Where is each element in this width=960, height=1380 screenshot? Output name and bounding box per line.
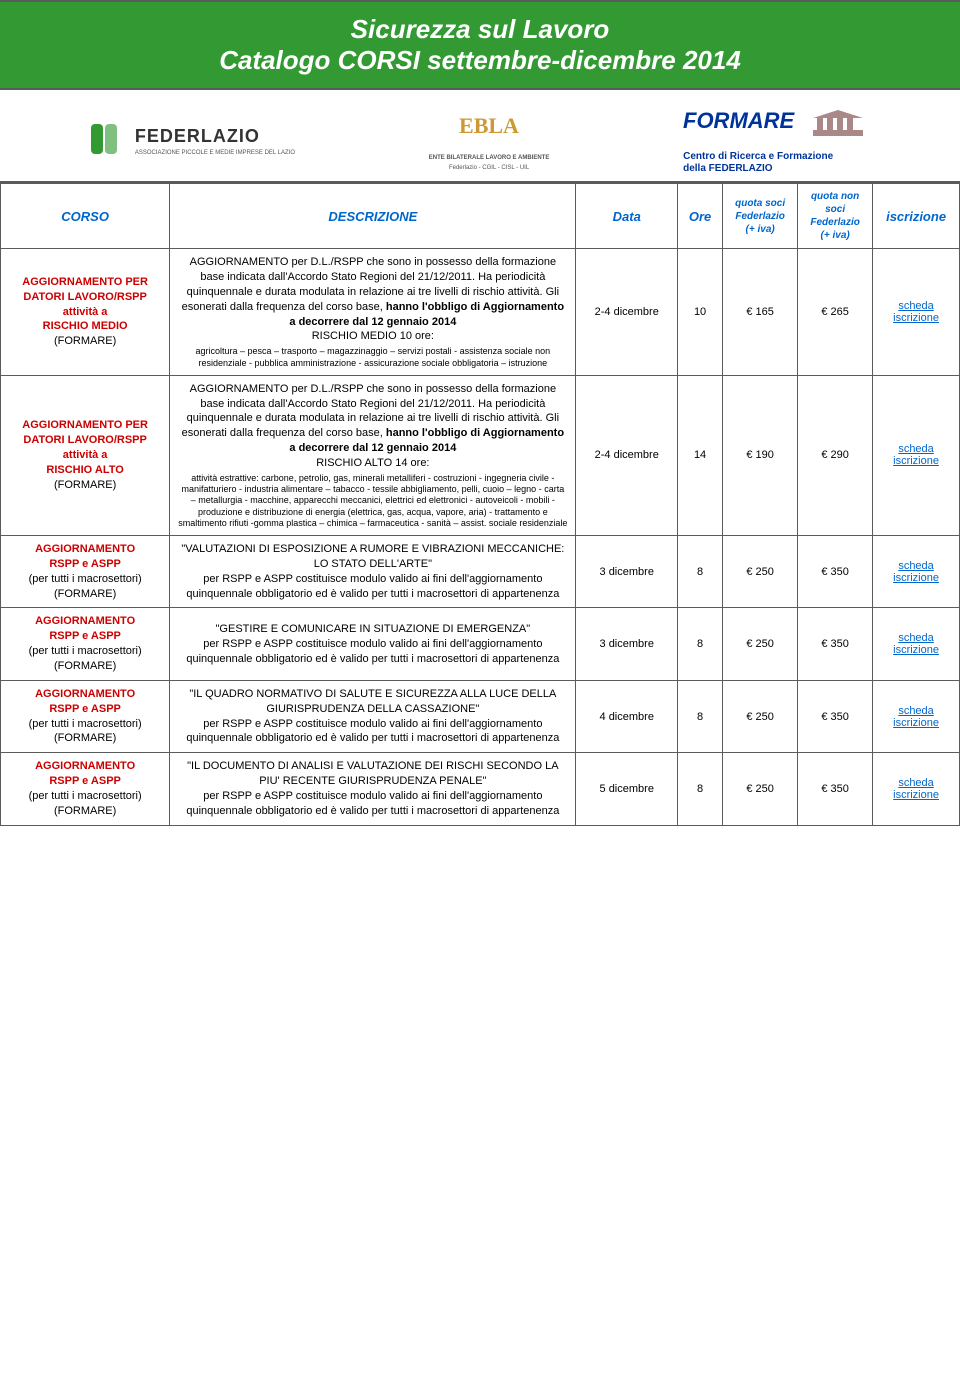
cell-quota-nonsoci: € 350: [798, 753, 873, 825]
table-row: AGGIORNAMENTORSPP e ASPP(per tutti i mac…: [1, 536, 960, 608]
logo-federlazio-text: FEDERLAZIO ASSOCIAZIONE PICCOLE E MEDIE …: [135, 126, 295, 158]
cell-data: 2-4 dicembre: [576, 375, 678, 535]
cell-ore: 8: [678, 680, 723, 752]
col-quota-soci: quota sociFederlazio(+ iva): [723, 184, 798, 249]
cell-ore: 10: [678, 249, 723, 376]
cell-quota-nonsoci: € 350: [798, 536, 873, 608]
cell-descrizione: "IL DOCUMENTO DI ANALISI E VALUTAZIONE D…: [170, 753, 576, 825]
cell-data: 5 dicembre: [576, 753, 678, 825]
table-row: AGGIORNAMENTO PERDATORI LAVORO/RSPPattiv…: [1, 375, 960, 535]
table-row: AGGIORNAMENTORSPP e ASPP(per tutti i mac…: [1, 608, 960, 680]
logo-bar: FEDERLAZIO ASSOCIAZIONE PICCOLE E MEDIE …: [0, 90, 960, 183]
cell-descrizione: "GESTIRE E COMUNICARE IN SITUAZIONE DI E…: [170, 608, 576, 680]
cell-ore: 8: [678, 753, 723, 825]
table-row: AGGIORNAMENTO PERDATORI LAVORO/RSPPattiv…: [1, 249, 960, 376]
cell-quota-soci: € 250: [723, 608, 798, 680]
cell-quota-soci: € 190: [723, 375, 798, 535]
col-quota-nonsoci: quota nonsociFederlazio(+ iva): [798, 184, 873, 249]
cell-quota-nonsoci: € 290: [798, 375, 873, 535]
cell-quota-nonsoci: € 265: [798, 249, 873, 376]
cell-quota-soci: € 165: [723, 249, 798, 376]
col-corso: CORSO: [1, 184, 170, 249]
course-table: CORSO DESCRIZIONE Data Ore quota sociFed…: [0, 183, 960, 825]
cell-corso: AGGIORNAMENTORSPP e ASPP(per tutti i mac…: [1, 608, 170, 680]
cell-data: 3 dicembre: [576, 608, 678, 680]
cell-corso: AGGIORNAMENTORSPP e ASPP(per tutti i mac…: [1, 680, 170, 752]
cell-quota-nonsoci: € 350: [798, 680, 873, 752]
svg-text:EBLA: EBLA: [459, 113, 519, 138]
cell-quota-soci: € 250: [723, 753, 798, 825]
cell-iscrizione: schedaiscrizione: [873, 753, 960, 825]
col-descrizione: DESCRIZIONE: [170, 184, 576, 249]
cell-descrizione: AGGIORNAMENTO per D.L./RSPP che sono in …: [170, 375, 576, 535]
table-row: AGGIORNAMENTORSPP e ASPP(per tutti i mac…: [1, 753, 960, 825]
header-subtitle: Catalogo CORSI settembre-dicembre 2014: [20, 45, 940, 76]
cell-ore: 8: [678, 608, 723, 680]
cell-ore: 8: [678, 536, 723, 608]
cell-data: 2-4 dicembre: [576, 249, 678, 376]
col-ore: Ore: [678, 184, 723, 249]
cell-iscrizione: schedaiscrizione: [873, 608, 960, 680]
cell-ore: 14: [678, 375, 723, 535]
cell-corso: AGGIORNAMENTO PERDATORI LAVORO/RSPPattiv…: [1, 375, 170, 535]
header-title: Sicurezza sul Lavoro: [20, 14, 940, 45]
iscrizione-link[interactable]: schedaiscrizione: [893, 632, 939, 656]
table-body: AGGIORNAMENTO PERDATORI LAVORO/RSPPattiv…: [1, 249, 960, 825]
federlazio-icon: [87, 118, 129, 165]
cell-iscrizione: schedaiscrizione: [873, 249, 960, 376]
cell-quota-nonsoci: € 350: [798, 608, 873, 680]
logo-ebla: EBLA ENTE BILATERALE LAVORO E AMBIENTE F…: [429, 111, 550, 172]
cell-iscrizione: schedaiscrizione: [873, 680, 960, 752]
iscrizione-link[interactable]: schedaiscrizione: [893, 560, 939, 584]
col-data: Data: [576, 184, 678, 249]
page-header: Sicurezza sul Lavoro Catalogo CORSI sett…: [0, 0, 960, 90]
cell-data: 3 dicembre: [576, 536, 678, 608]
formare-icon: FORMARE: [683, 108, 873, 145]
col-iscrizione: iscrizione: [873, 184, 960, 249]
cell-iscrizione: schedaiscrizione: [873, 536, 960, 608]
logo-ebla-text: ENTE BILATERALE LAVORO E AMBIENTE Federl…: [429, 152, 550, 172]
logo-federlazio: FEDERLAZIO ASSOCIAZIONE PICCOLE E MEDIE …: [87, 118, 295, 165]
cell-quota-soci: € 250: [723, 680, 798, 752]
table-header: CORSO DESCRIZIONE Data Ore quota sociFed…: [1, 184, 960, 249]
cell-descrizione: "IL QUADRO NORMATIVO DI SALUTE E SICUREZ…: [170, 680, 576, 752]
cell-data: 4 dicembre: [576, 680, 678, 752]
table-row: AGGIORNAMENTORSPP e ASPP(per tutti i mac…: [1, 680, 960, 752]
iscrizione-link[interactable]: schedaiscrizione: [893, 777, 939, 801]
cell-corso: AGGIORNAMENTORSPP e ASPP(per tutti i mac…: [1, 753, 170, 825]
cell-descrizione: "VALUTAZIONI DI ESPOSIZIONE A RUMORE E V…: [170, 536, 576, 608]
iscrizione-link[interactable]: schedaiscrizione: [893, 300, 939, 324]
iscrizione-link[interactable]: schedaiscrizione: [893, 705, 939, 729]
cell-quota-soci: € 250: [723, 536, 798, 608]
cell-iscrizione: schedaiscrizione: [873, 375, 960, 535]
logo-formare: FORMARE Centro di Ricerca e Formazione d…: [683, 108, 873, 175]
svg-text:FORMARE: FORMARE: [683, 108, 796, 133]
cell-corso: AGGIORNAMENTORSPP e ASPP(per tutti i mac…: [1, 536, 170, 608]
ebla-icon: EBLA: [444, 111, 534, 146]
iscrizione-link[interactable]: schedaiscrizione: [893, 443, 939, 467]
cell-corso: AGGIORNAMENTO PERDATORI LAVORO/RSPPattiv…: [1, 249, 170, 376]
cell-descrizione: AGGIORNAMENTO per D.L./RSPP che sono in …: [170, 249, 576, 376]
logo-formare-text: Centro di Ricerca e Formazione della FED…: [683, 151, 833, 175]
